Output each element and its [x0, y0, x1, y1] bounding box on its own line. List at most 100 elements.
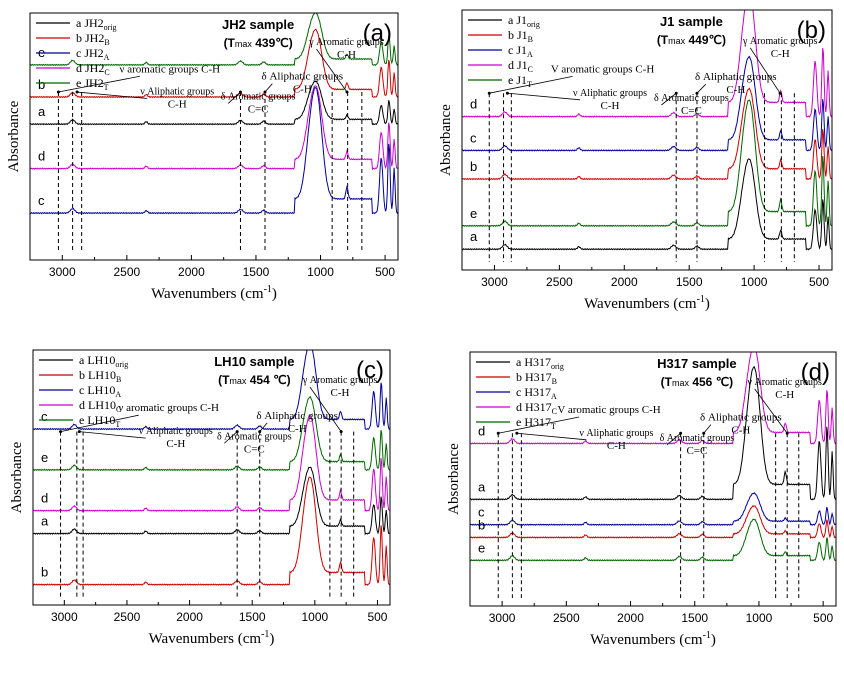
series-line-e — [470, 518, 836, 562]
annotation-label: γ Aromatic groups — [742, 36, 818, 47]
arrow-head — [674, 91, 678, 95]
legend-entry-a: a H317orig — [516, 355, 564, 371]
legend-entry-d: d J1C — [508, 58, 533, 74]
curve-label-d: d — [41, 491, 48, 506]
chart-subtitle: (Tmax 439℃) — [224, 36, 293, 50]
annotation-label: γ Aromatic groups — [302, 375, 378, 386]
annotation-arrow — [498, 416, 580, 434]
annotation-label-line2: C=C — [686, 445, 707, 457]
annotation-arrow — [754, 388, 788, 434]
annotation-arrow — [264, 83, 273, 93]
x-tick-label: 1000 — [307, 265, 334, 279]
arrow-head — [695, 91, 699, 95]
annotation-label-line2: C-H — [288, 423, 307, 435]
legend-entry-e: e JH2T — [76, 76, 109, 92]
chart-title: LH10 sample — [214, 354, 294, 369]
legend-entry-e: e J1T — [508, 73, 532, 89]
curve-label-e: e — [38, 45, 45, 60]
annotation-label: ν Aliphatic groups — [579, 428, 653, 439]
legend-entry-d: d LH10C — [79, 398, 121, 414]
series-line-e — [462, 99, 832, 228]
annotation-label: γ Aromatic groups — [308, 37, 384, 48]
chart-title: JH2 sample — [222, 17, 294, 32]
panel-label: (d) — [801, 359, 830, 386]
x-tick-label: 500 — [813, 611, 833, 625]
arrow-head — [345, 90, 349, 94]
annotation-arrow — [316, 48, 348, 93]
curve-label-c: c — [38, 193, 45, 208]
spectrum-chart: e ba d c 3000 2500 2000 1500 1000 500 Wavenumbers … — [6, 12, 399, 302]
series-line-c — [470, 492, 836, 526]
legend-entry-a: a LH10orig — [79, 353, 128, 369]
series-line-a — [30, 80, 398, 126]
x-tick-label: 3000 — [51, 610, 78, 624]
legend-entry-b: b JH2B — [76, 31, 110, 47]
x-tick-label: 2500 — [553, 611, 580, 625]
curve-label-e: e — [470, 206, 477, 221]
x-tick-label: 500 — [375, 265, 395, 279]
annotation-label: ν Aliphatic groups — [140, 87, 214, 98]
plot-frame — [461, 9, 833, 271]
annotation-arrow — [749, 47, 781, 94]
panel-c: c e d a b 3000 2500 2000 1500 1000 500 Wavenumbers … — [0, 335, 422, 675]
annotation-arrow — [60, 414, 139, 432]
annotation-label-line2: C-H — [607, 440, 626, 452]
chart-title: H317 sample — [657, 356, 737, 371]
x-tick-label: 2500 — [114, 610, 141, 624]
panel-label: (b) — [797, 17, 826, 44]
arrow-head — [238, 90, 242, 94]
plot-frame — [29, 12, 399, 261]
x-tick-label: 1000 — [746, 611, 773, 625]
annotation-arrow — [703, 424, 712, 434]
panel-b: d c b e a 3000 2500 2000 1500 1000 500 Wavenumbers … — [422, 0, 844, 340]
annotation-label-line2: C-H — [775, 389, 794, 401]
annotation-label-line2: C-H — [166, 438, 185, 450]
legend-entry-a: a JH2orig — [76, 16, 117, 32]
arrow-head — [515, 431, 519, 435]
annotation-arrow — [666, 432, 681, 446]
legend-entry-c: c H317A — [516, 385, 557, 401]
legend-entry-e: e H317T — [516, 415, 556, 431]
curve-label-e: e — [478, 540, 485, 555]
x-axis-label: Wavenumbers (cm-1) — [151, 284, 277, 302]
curve-label-d: d — [478, 423, 485, 438]
arrow-head — [785, 431, 789, 435]
series-line-c — [462, 55, 832, 152]
arrow-head — [496, 431, 500, 435]
annotation-label-line2: C-H — [726, 84, 745, 96]
x-tick-label: 1000 — [301, 610, 328, 624]
series-line-e — [33, 395, 390, 472]
arrow-head — [59, 430, 63, 434]
arrow-head — [505, 91, 509, 95]
annotation-label: ν Aliphatic groups — [139, 426, 213, 437]
series-line-b — [462, 87, 832, 181]
x-tick-label: 1500 — [681, 611, 708, 625]
annotation-label-line2: C-H — [168, 99, 187, 111]
x-tick-label: 3000 — [481, 275, 508, 289]
chart-subtitle: (Tmax 454 ℃) — [218, 373, 291, 387]
y-axis-label: Absorbance — [446, 443, 462, 515]
panel-d: d a c b e 3000 2500 2000 1500 1000 500 Wavenumbers … — [422, 335, 844, 675]
annotation-label: ν aromatic groups C-H — [118, 402, 219, 414]
annotation-arrow — [661, 92, 677, 106]
chart-subtitle: (Tmax 456 ℃) — [661, 375, 734, 389]
legend-entry-c: c LH10A — [79, 383, 121, 399]
spectrum-chart: d cb ea 3000 2500 2000 1500 1000 500 Wavenumbers … — [438, 9, 833, 312]
x-tick-label: 2000 — [178, 265, 205, 279]
curve-label-c: c — [41, 409, 48, 424]
panel-label: (a) — [363, 20, 392, 47]
annotation-label: δ Aromatic groups — [221, 91, 296, 102]
x-tick-label: 2000 — [176, 610, 203, 624]
curve-label-d: d — [38, 149, 45, 164]
spectrum-chart: c e da b 3000 2500 2000 1500 1000 500 Wavenumbers … — [9, 349, 391, 647]
annotation-arrow — [77, 91, 148, 99]
x-tick-label: 2500 — [113, 265, 140, 279]
annotation-arrow — [516, 432, 587, 441]
annotation-label-line2: C=C — [681, 105, 702, 117]
annotation-label-line2: C-H — [331, 387, 350, 399]
series-line-c — [30, 86, 398, 215]
annotation-label-line2: C-H — [731, 425, 750, 437]
annotation-label-line2: C-H — [601, 100, 620, 112]
curve-label-b: b — [478, 517, 485, 532]
panel-label: (c) — [356, 357, 384, 384]
